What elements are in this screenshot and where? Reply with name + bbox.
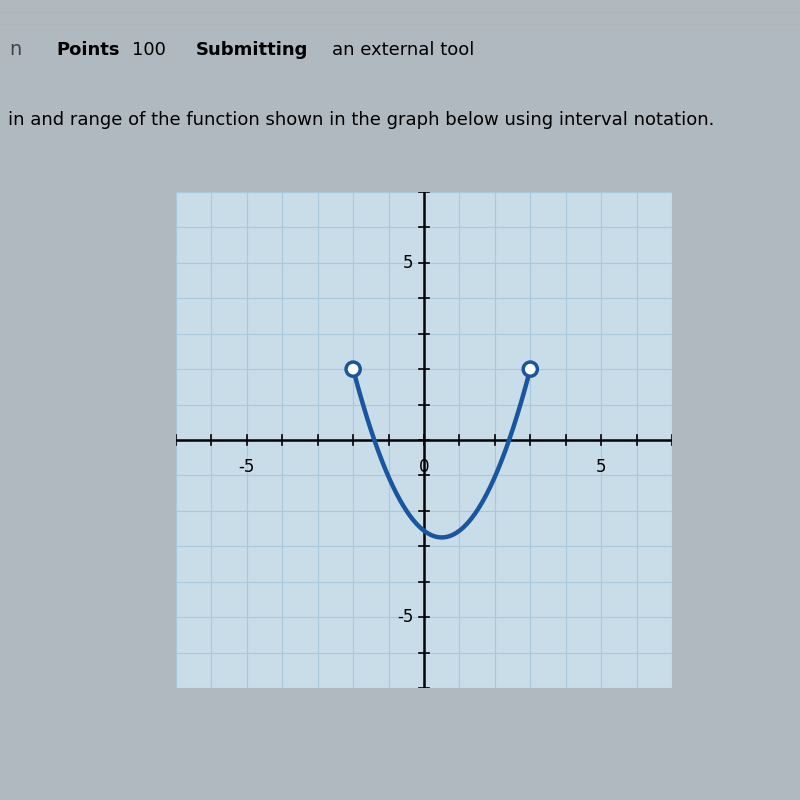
Text: -5: -5	[397, 608, 414, 626]
Text: Points: Points	[56, 41, 119, 58]
Text: 100: 100	[132, 41, 166, 58]
Text: in and range of the function shown in the graph below using interval notation.: in and range of the function shown in th…	[8, 110, 714, 129]
Text: Submitting: Submitting	[196, 41, 308, 58]
Circle shape	[523, 362, 538, 376]
Circle shape	[346, 362, 360, 376]
Text: n: n	[10, 40, 22, 59]
Text: an external tool: an external tool	[332, 41, 474, 58]
Text: 5: 5	[403, 254, 414, 272]
Text: 0: 0	[418, 458, 430, 476]
Text: -5: -5	[238, 458, 255, 476]
Text: 5: 5	[596, 458, 606, 476]
